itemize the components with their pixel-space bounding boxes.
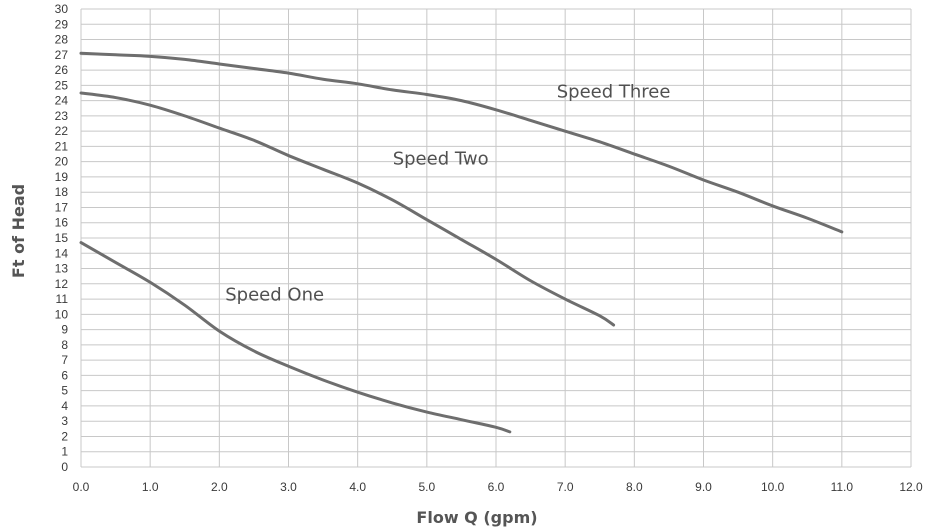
- series-line-speed-three: [79, 51, 844, 234]
- y-axis-ticks: 0123456789101112131415161718192021222324…: [55, 2, 69, 474]
- y-tick-label: 28: [55, 33, 69, 47]
- y-tick-label: 30: [55, 2, 69, 16]
- x-tick-label: 12.0: [899, 480, 923, 494]
- x-tick-label: 4.0: [349, 480, 366, 494]
- y-tick-label: 21: [55, 139, 69, 153]
- y-tick-label: 2: [61, 429, 68, 443]
- y-tick-label: 5: [61, 384, 68, 398]
- y-tick-label: 9: [61, 323, 68, 337]
- y-tick-label: 29: [55, 17, 69, 31]
- x-tick-label: 0.0: [73, 480, 90, 494]
- y-tick-label: 8: [61, 338, 68, 352]
- y-tick-label: 10: [55, 307, 69, 321]
- x-tick-label: 3.0: [280, 480, 297, 494]
- y-tick-label: 20: [55, 155, 69, 169]
- y-tick-label: 24: [55, 94, 69, 108]
- y-axis-title: Ft of Head: [9, 184, 28, 278]
- series-label-speed-three: Speed Three: [557, 82, 671, 103]
- y-tick-label: 14: [55, 246, 69, 260]
- series: [79, 51, 844, 434]
- y-tick-label: 13: [55, 262, 69, 276]
- y-tick-label: 11: [56, 292, 69, 306]
- y-tick-label: 19: [55, 170, 69, 184]
- y-tick-label: 27: [55, 48, 69, 62]
- y-tick-label: 0: [61, 460, 68, 474]
- y-tick-label: 16: [55, 216, 69, 230]
- series-label-speed-one: Speed One: [225, 285, 324, 306]
- x-tick-label: 7.0: [557, 480, 574, 494]
- x-tick-label: 6.0: [488, 480, 505, 494]
- series-label-speed-two: Speed Two: [393, 149, 489, 170]
- y-tick-label: 25: [55, 78, 69, 92]
- y-tick-label: 6: [61, 368, 68, 382]
- y-tick-label: 7: [61, 353, 68, 367]
- x-tick-label: 11.0: [831, 480, 854, 494]
- series-line-speed-two: [79, 91, 616, 327]
- grid: [80, 8, 912, 468]
- x-tick-label: 8.0: [626, 480, 643, 494]
- x-tick-label: 9.0: [695, 480, 712, 494]
- y-tick-label: 18: [55, 185, 69, 199]
- series-line-speed-one: [79, 241, 512, 434]
- y-tick-label: 17: [55, 200, 69, 214]
- series-labels: Speed One Speed Two Speed Three: [225, 82, 670, 306]
- y-tick-label: 22: [55, 124, 69, 138]
- x-tick-label: 10.0: [761, 480, 785, 494]
- x-tick-label: 5.0: [418, 480, 435, 494]
- y-tick-label: 4: [61, 399, 68, 413]
- y-tick-label: 23: [55, 109, 69, 123]
- x-tick-label: 1.0: [142, 480, 159, 494]
- x-axis-ticks: 0.0 1.0 2.0 3.0 4.0 5.0 6.0 7.0 8.0 9.0 10.0 11.0 12…: [73, 480, 923, 494]
- x-axis-title: Flow Q (gpm): [416, 508, 537, 527]
- y-tick-label: 3: [61, 414, 68, 428]
- y-tick-label: 26: [55, 63, 69, 77]
- x-tick-label: 2.0: [211, 480, 228, 494]
- y-tick-label: 15: [55, 231, 69, 245]
- y-tick-label: 12: [55, 277, 69, 291]
- y-tick-label: 1: [61, 445, 68, 459]
